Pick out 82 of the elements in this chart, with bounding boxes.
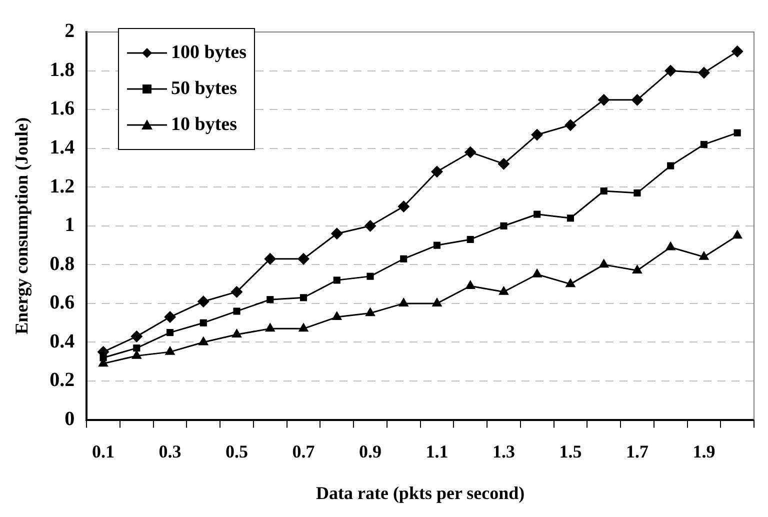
y-tick-label: 2 — [64, 20, 75, 42]
point — [233, 308, 240, 315]
point — [432, 297, 442, 306]
x-axis-title: Data rate (pkts per second) — [316, 482, 525, 503]
point — [266, 296, 274, 304]
point — [564, 119, 576, 132]
point — [433, 242, 441, 249]
point — [600, 187, 608, 195]
x-tick-label: 0.9 — [358, 441, 382, 462]
point — [700, 140, 708, 148]
point — [598, 94, 610, 106]
y-tick-label: 1.2 — [50, 175, 75, 198]
point — [500, 222, 508, 230]
point — [398, 200, 410, 213]
point — [400, 255, 408, 262]
y-tick-label: 1.6 — [50, 98, 75, 120]
point — [200, 319, 207, 326]
y-tick-label: 0.8 — [50, 252, 75, 275]
point — [130, 330, 143, 342]
point — [197, 296, 210, 308]
point — [634, 189, 641, 196]
point — [298, 252, 310, 265]
legend-label: 100 bytes — [171, 41, 246, 65]
x-tick-label: 0.1 — [92, 441, 115, 462]
point — [365, 307, 376, 316]
point — [430, 166, 443, 178]
x-tick-label: 1.3 — [492, 441, 515, 462]
point — [531, 128, 544, 141]
point — [534, 210, 541, 218]
legend-label: 10 bytes — [171, 113, 237, 137]
point — [665, 241, 676, 250]
point — [332, 311, 342, 320]
y-tick-label: 1.8 — [50, 58, 75, 81]
point — [300, 294, 308, 302]
point — [164, 311, 176, 324]
point — [264, 252, 276, 265]
point — [664, 64, 677, 77]
point — [333, 276, 340, 284]
x-tick-label: 1.1 — [426, 441, 448, 462]
point — [466, 236, 474, 244]
point — [464, 146, 476, 158]
y-tick-label: 0.2 — [50, 369, 75, 392]
point — [298, 322, 309, 332]
point — [631, 94, 644, 106]
point — [498, 286, 509, 295]
point — [598, 258, 610, 268]
point — [166, 329, 174, 336]
x-tick-label: 0.7 — [292, 441, 315, 462]
point — [398, 297, 409, 306]
point — [133, 344, 140, 352]
x-tick-label: 1.9 — [692, 441, 716, 462]
y-tick-label: 0 — [64, 408, 75, 430]
point — [465, 280, 476, 290]
point — [698, 66, 710, 79]
point — [366, 272, 374, 280]
point — [498, 158, 510, 170]
y-tick-label: 0.6 — [50, 292, 75, 314]
legend-label: 50 bytes — [171, 77, 237, 101]
x-tick-label: 1.5 — [559, 441, 582, 462]
point — [698, 250, 710, 260]
y-tick-label: 1.4 — [50, 136, 75, 159]
x-tick-label: 0.5 — [226, 441, 248, 462]
point — [566, 214, 574, 222]
point — [667, 162, 674, 170]
x-tick-label: 0.3 — [158, 441, 182, 462]
point — [164, 346, 176, 355]
point — [330, 228, 343, 240]
point — [230, 286, 243, 298]
point — [732, 230, 743, 239]
point — [198, 336, 209, 346]
point — [731, 45, 744, 58]
y-axis-title: Energy consumption (Joule) — [11, 117, 32, 334]
point — [632, 264, 642, 274]
point — [232, 328, 242, 338]
point — [565, 278, 576, 288]
point — [364, 220, 376, 232]
y-tick-label: 0.4 — [50, 330, 75, 352]
point — [264, 322, 276, 332]
y-tick-label: 1 — [64, 214, 75, 236]
point — [734, 129, 741, 136]
point — [532, 268, 542, 278]
x-tick-label: 1.7 — [626, 441, 648, 462]
